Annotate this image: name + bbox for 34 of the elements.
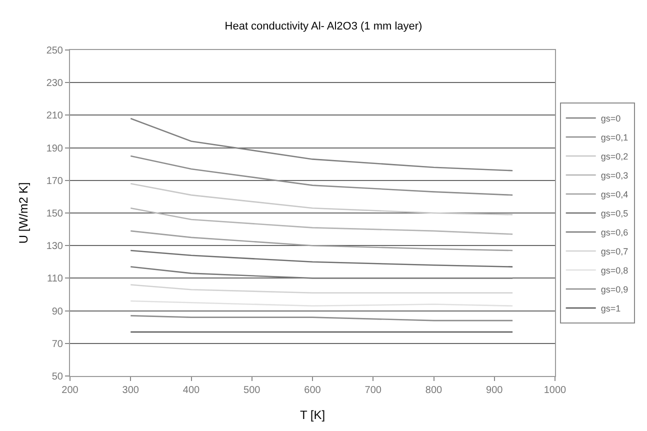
legend-label: gs=0,6	[600, 228, 628, 238]
y-tick-label: 250	[46, 46, 64, 56]
chart-title: Heat conductivity Al- Al2O3 (1 mm layer)	[224, 20, 422, 32]
x-tick-label: 200	[62, 385, 79, 396]
x-tick-label: 700	[364, 385, 382, 396]
y-tick-label: 110	[47, 274, 64, 285]
legend-label: gs=0	[600, 114, 621, 124]
legend-label: gs=0,7	[600, 246, 628, 257]
y-tick-label: 230	[46, 78, 64, 90]
x-tick-label: 800	[425, 385, 443, 396]
y-tick-label: 150	[46, 208, 64, 220]
y-tick-label: 50	[52, 372, 64, 382]
x-tick-label: 600	[304, 385, 322, 396]
legend-label: gs=0,9	[600, 284, 628, 295]
y-tick-label: 130	[46, 241, 64, 252]
x-tick-label: 400	[182, 385, 200, 396]
x-tick-label: 300	[122, 385, 140, 396]
x-tick-label: 500	[244, 385, 261, 396]
legend-label: gs=0,1	[600, 132, 628, 143]
legend-label: gs=0,4	[600, 190, 628, 200]
y-axis-title: U [W/m2 K]	[16, 182, 31, 244]
y-tick-label: 190	[46, 143, 64, 154]
y-tick-label: 90	[52, 306, 64, 318]
legend-label: gs=0,2	[600, 152, 628, 162]
legend-label: gs=0,3	[600, 170, 628, 181]
legend-label: gs=0,5	[600, 208, 628, 219]
y-tick-label: 210	[46, 110, 64, 122]
legend-label: gs=0,8	[600, 266, 628, 276]
y-tick-label: 170	[46, 176, 64, 187]
legend-label: gs=1	[600, 304, 621, 314]
y-tick-label: 70	[52, 338, 64, 350]
x-tick-label: 900	[486, 385, 504, 396]
x-axis-title: T [K]	[300, 408, 326, 422]
x-tick-label: 1000	[544, 385, 567, 396]
